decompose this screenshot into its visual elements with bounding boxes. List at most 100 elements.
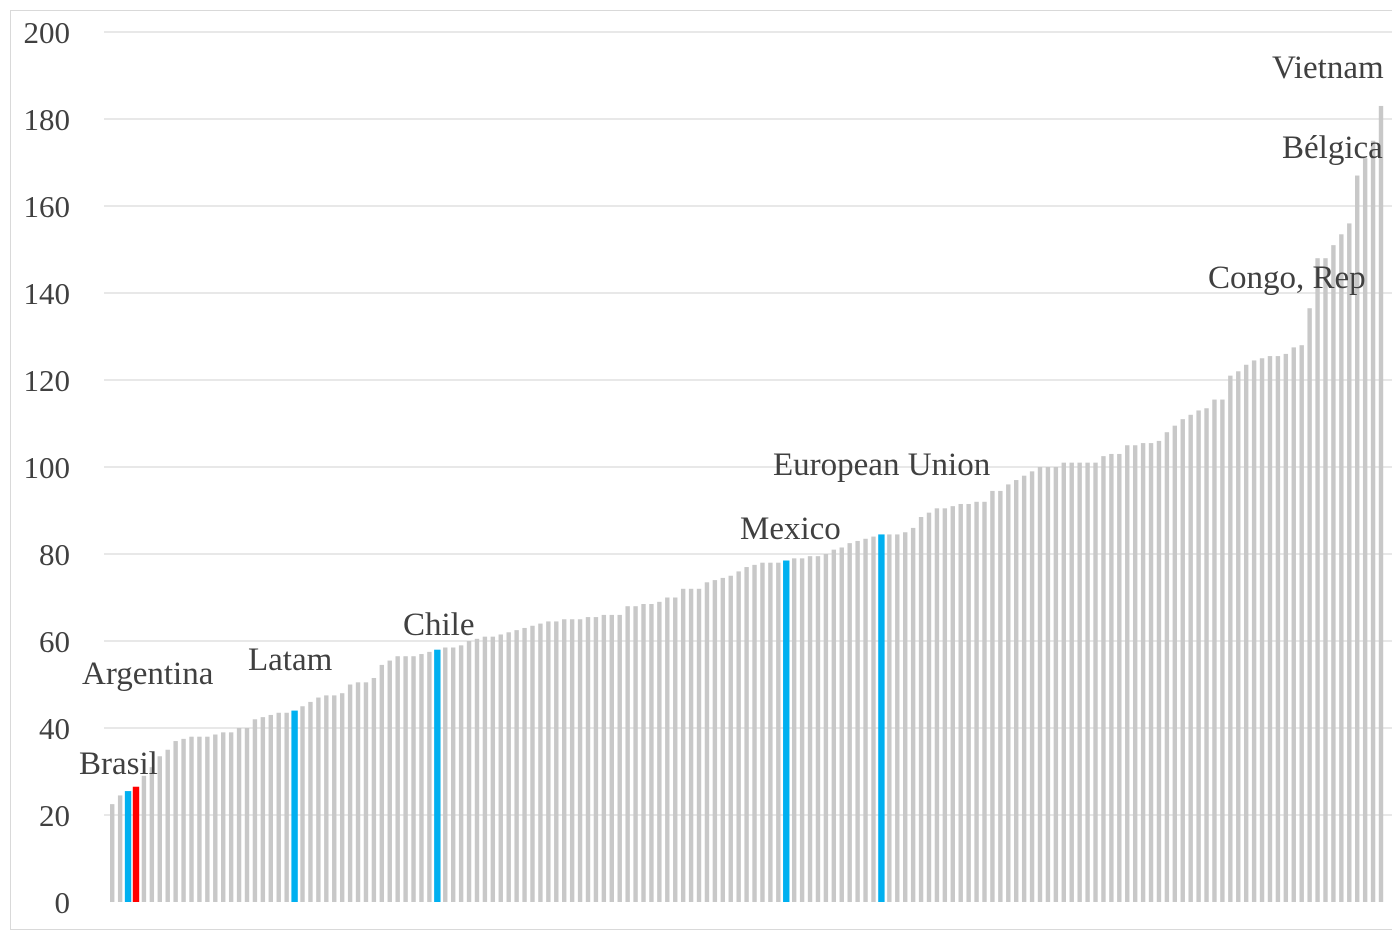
bar: [1362, 158, 1368, 902]
bar: [1307, 308, 1312, 903]
bar-highlighted: [291, 710, 298, 902]
bar: [1101, 456, 1106, 902]
bar: [847, 543, 852, 903]
bar: [165, 749, 170, 902]
annotation-chile: Chile: [403, 607, 475, 643]
y-tick-label: 0: [55, 885, 71, 916]
bar: [538, 623, 543, 902]
y-tick-label: 120: [24, 363, 71, 398]
bar: [1355, 175, 1360, 903]
bar: [1236, 371, 1241, 902]
bar: [197, 736, 202, 902]
annotation-mexico: Mexico: [740, 511, 841, 547]
bar: [506, 632, 511, 902]
bar: [157, 756, 162, 902]
bar: [736, 571, 741, 902]
annotation-brasil: Brasil: [79, 746, 158, 782]
bar: [1370, 140, 1376, 902]
bar: [871, 536, 876, 902]
bar: [815, 556, 821, 902]
y-tick-label: 140: [24, 276, 71, 311]
bar: [1243, 364, 1249, 902]
bar: [1109, 453, 1114, 902]
bar-highlighted: [434, 649, 441, 902]
bar: [712, 580, 718, 902]
bar: [807, 556, 813, 902]
bar: [863, 538, 868, 902]
bar: [696, 588, 702, 902]
annotation-belgica: Bélgica: [1282, 130, 1383, 166]
bar: [720, 577, 726, 902]
annotation-argentina: Argentina: [82, 656, 214, 692]
bar: [657, 601, 662, 902]
bar: [1093, 462, 1098, 902]
bar: [593, 617, 599, 902]
y-tick-label: 160: [24, 189, 71, 224]
bar: [982, 501, 987, 902]
bar: [371, 677, 377, 902]
bar: [680, 588, 686, 902]
bar: [942, 508, 948, 902]
bar: [110, 804, 115, 903]
bar: [688, 588, 694, 902]
bar: [895, 534, 900, 902]
bar: [1378, 105, 1384, 902]
bar: [141, 775, 147, 902]
bar: [332, 695, 337, 903]
bar: [934, 508, 940, 902]
annotation-european-union: European Union: [773, 447, 990, 483]
bar: [363, 682, 369, 902]
bar: [1029, 471, 1035, 902]
bar: [950, 506, 955, 902]
bar: [355, 682, 361, 902]
bar: [276, 712, 281, 902]
bar: [1077, 462, 1082, 902]
bar: [252, 719, 258, 902]
bar: [395, 656, 400, 902]
bar: [1085, 462, 1090, 902]
bar: [1172, 425, 1178, 902]
bar: [490, 636, 496, 902]
bar: [903, 532, 908, 902]
bar: [1299, 345, 1304, 902]
bar-highlighted: [878, 534, 885, 902]
bar: [554, 621, 559, 902]
annotation-congo-rep: Congo, Rep: [1208, 260, 1366, 296]
bar: [966, 503, 971, 902]
bar: [530, 625, 535, 902]
y-axis-ticks: 0 20 40 60 80 100 120 140 160 180 200: [24, 15, 71, 916]
bar: [633, 606, 638, 902]
bar: [403, 656, 408, 902]
bar: [443, 647, 448, 902]
bar: [641, 604, 646, 902]
bar: [300, 706, 305, 902]
bar-highlighted: [132, 786, 140, 902]
bar: [1140, 443, 1146, 902]
annotation-latam: Latam: [248, 642, 333, 678]
bar: [1188, 414, 1193, 902]
bar: [823, 554, 829, 902]
bar-annotations: Brasil Argentina Latam Chile Mexico Euro…: [79, 50, 1384, 782]
bar: [1291, 347, 1296, 903]
bar: [1267, 356, 1273, 903]
bar: [205, 736, 210, 902]
bar: [673, 597, 678, 902]
bar: [1045, 467, 1051, 902]
bar: [236, 728, 242, 902]
bar: [1125, 445, 1130, 902]
bar: [228, 732, 234, 902]
bar: [625, 606, 630, 902]
bar: [1180, 419, 1185, 902]
bar: [181, 738, 186, 903]
bar: [887, 534, 892, 902]
bar: [411, 656, 416, 902]
bar: [926, 512, 932, 902]
bar: [1037, 467, 1043, 902]
bar: [427, 651, 432, 903]
bar: [1117, 453, 1122, 902]
bar: [1331, 245, 1336, 902]
y-tick-label: 60: [39, 624, 70, 659]
bar: [799, 558, 805, 902]
bar: [577, 619, 583, 902]
